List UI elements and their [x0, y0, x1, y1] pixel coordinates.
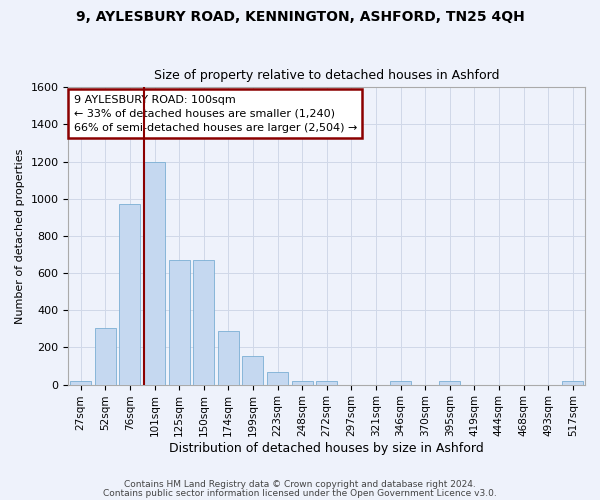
Bar — [242, 356, 263, 384]
Bar — [169, 260, 190, 384]
Bar — [218, 330, 239, 384]
Bar — [193, 260, 214, 384]
Bar — [95, 328, 116, 384]
Text: 9 AYLESBURY ROAD: 100sqm
← 33% of detached houses are smaller (1,240)
66% of sem: 9 AYLESBURY ROAD: 100sqm ← 33% of detach… — [74, 95, 357, 133]
Bar — [439, 381, 460, 384]
Text: Contains HM Land Registry data © Crown copyright and database right 2024.: Contains HM Land Registry data © Crown c… — [124, 480, 476, 489]
Bar — [562, 381, 583, 384]
Title: Size of property relative to detached houses in Ashford: Size of property relative to detached ho… — [154, 69, 499, 82]
Bar — [292, 381, 313, 384]
Bar — [267, 372, 288, 384]
Bar — [119, 204, 140, 384]
Bar — [316, 381, 337, 384]
X-axis label: Distribution of detached houses by size in Ashford: Distribution of detached houses by size … — [169, 442, 484, 455]
Text: Contains public sector information licensed under the Open Government Licence v3: Contains public sector information licen… — [103, 490, 497, 498]
Text: 9, AYLESBURY ROAD, KENNINGTON, ASHFORD, TN25 4QH: 9, AYLESBURY ROAD, KENNINGTON, ASHFORD, … — [76, 10, 524, 24]
Bar — [390, 381, 411, 384]
Bar — [70, 381, 91, 384]
Y-axis label: Number of detached properties: Number of detached properties — [15, 148, 25, 324]
Bar — [144, 162, 165, 384]
